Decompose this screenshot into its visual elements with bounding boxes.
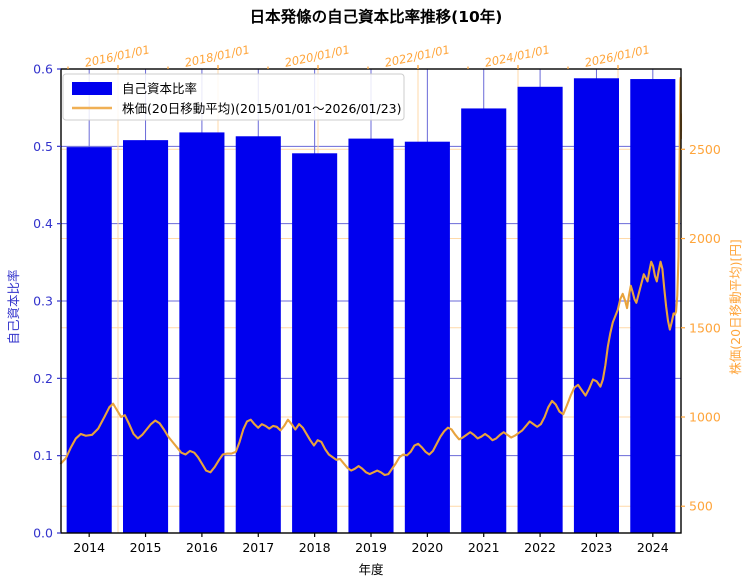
legend-frame	[62, 73, 405, 121]
x-tick-label-2015: 2015	[130, 540, 162, 555]
x-tick-label-2022: 2022	[524, 540, 556, 555]
x-tick-label-2018: 2018	[299, 540, 331, 555]
y-tick-label-left: 0.4	[33, 216, 53, 231]
stock-price-line	[59, 76, 683, 477]
bar-series	[66, 78, 676, 534]
y-tick-label-right: 2000	[689, 231, 721, 246]
x-tick-label-2014: 2014	[73, 540, 105, 555]
bar-2021	[461, 108, 507, 533]
y-tick-label-left: 0.5	[33, 139, 53, 154]
x-tick-label-2019: 2019	[355, 540, 387, 555]
y-tick-label-right: 500	[689, 499, 713, 514]
y-tick-label-right: 1000	[689, 410, 721, 425]
x-axis-label: 年度	[358, 562, 384, 577]
bar-2016	[179, 132, 225, 533]
x-tick-label-2017: 2017	[242, 540, 274, 555]
legend-label-equity-ratio: 自己資本比率	[122, 81, 197, 96]
x-tick-label-2024: 2024	[637, 540, 669, 555]
y-tick-label-left: 0.1	[33, 448, 53, 463]
chart-legend: 自己資本比率 株価(20日移動平均)(2015/01/01～2026/01/23…	[62, 73, 405, 121]
bar-2022	[517, 86, 563, 533]
page-title: 日本発條の自己資本比率推移(10年)	[250, 7, 503, 26]
x-tick-label-2016: 2016	[186, 540, 218, 555]
y-axis-label-left: 自己資本比率	[6, 269, 21, 344]
legend-swatch-bar	[72, 82, 112, 95]
line-series	[59, 76, 683, 477]
bar-2023	[573, 78, 619, 533]
bar-2014	[66, 147, 112, 534]
y-tick-label-left: 0.2	[33, 371, 53, 386]
y-tick-label-left: 0.6	[33, 62, 53, 77]
x-tick-label-2020: 2020	[411, 540, 443, 555]
y-tick-label-right: 2500	[689, 142, 721, 157]
bar-2015	[123, 140, 169, 533]
x-tick-label-2023: 2023	[581, 540, 613, 555]
bar-2017	[235, 136, 281, 533]
y-tick-label-left: 0.0	[33, 526, 53, 541]
y-axis-label-right: 株価(20日移動平均)[円]	[728, 239, 743, 374]
bar-2024	[630, 79, 676, 534]
y-tick-label-right: 1500	[689, 320, 721, 335]
y-tick-label-left: 0.3	[33, 294, 53, 309]
bar-2020	[404, 141, 450, 533]
x-tick-label-2021: 2021	[468, 540, 500, 555]
bar-2018	[292, 153, 338, 534]
legend-label-stock-price: 株価(20日移動平均)(2015/01/01～2026/01/23)	[122, 101, 402, 116]
